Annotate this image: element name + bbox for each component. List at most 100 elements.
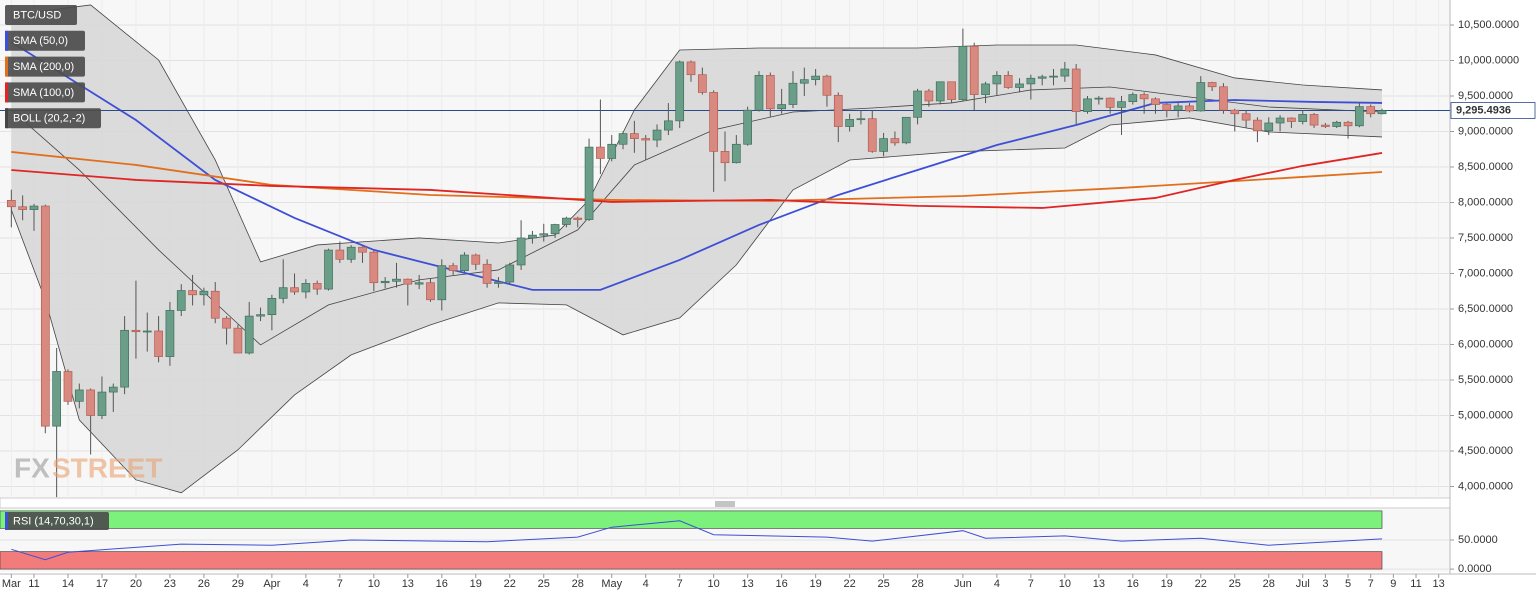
legend-box bbox=[5, 82, 85, 103]
candle-body bbox=[890, 138, 900, 144]
candle-body bbox=[471, 254, 481, 265]
x-tick-label: 23 bbox=[164, 578, 176, 590]
x-tick-label: 7 bbox=[677, 578, 683, 590]
legend-swatch bbox=[5, 82, 8, 103]
y-tick-label: 4,000.0000 bbox=[1458, 480, 1513, 492]
x-tick-label: 29 bbox=[232, 578, 244, 590]
y-tick-label: 10,500.0000 bbox=[1458, 19, 1519, 31]
candle-body bbox=[765, 75, 775, 110]
candle-body bbox=[652, 129, 662, 141]
candle-body bbox=[539, 233, 549, 236]
x-tick-label: 19 bbox=[1161, 578, 1173, 590]
candle-body bbox=[1173, 105, 1183, 111]
candle-body bbox=[108, 386, 118, 393]
candle-body bbox=[1377, 110, 1387, 115]
candle-body bbox=[845, 119, 854, 127]
candle-body bbox=[1332, 121, 1342, 127]
candle-body bbox=[188, 290, 197, 296]
x-tick-label: 25 bbox=[538, 578, 550, 590]
x-tick-label: 17 bbox=[96, 578, 108, 590]
candle-body bbox=[811, 75, 820, 81]
x-tick-label: 4 bbox=[303, 578, 309, 590]
candle-body bbox=[460, 254, 469, 272]
candle-body bbox=[63, 371, 73, 402]
legend-swatch bbox=[5, 108, 8, 129]
candle-body bbox=[1275, 117, 1285, 124]
candle-body bbox=[1241, 113, 1251, 121]
x-tick-label: 28 bbox=[1263, 578, 1275, 590]
candle-body bbox=[505, 264, 515, 283]
candle-body bbox=[1037, 76, 1047, 79]
candle-body bbox=[799, 79, 809, 84]
legend-box bbox=[5, 108, 101, 129]
candle-body bbox=[1253, 119, 1262, 132]
candle-body bbox=[1264, 122, 1274, 132]
legend-box bbox=[5, 30, 85, 51]
candle-body bbox=[958, 45, 968, 100]
candle-body bbox=[833, 94, 843, 127]
y-tick-label: 6,000.0000 bbox=[1458, 338, 1513, 350]
legend-item: BTC/USD bbox=[5, 5, 77, 25]
candle-body bbox=[324, 249, 333, 290]
y-tick-label: 8,500.0000 bbox=[1458, 161, 1513, 173]
y-tick-label: 0.0000 bbox=[1458, 563, 1492, 575]
candle-body bbox=[550, 224, 560, 235]
candle-body bbox=[6, 200, 16, 208]
candle-body bbox=[414, 282, 424, 285]
rsi-zone bbox=[0, 551, 1383, 570]
candle-body bbox=[584, 146, 594, 220]
candle-body bbox=[675, 61, 685, 122]
legend-label: SMA (100,0) bbox=[13, 87, 74, 99]
x-tick-label: 26 bbox=[198, 578, 210, 590]
x-tick-label: 25 bbox=[877, 578, 889, 590]
candle-body bbox=[935, 81, 945, 102]
legend-item: BOLL (20,2,-2) bbox=[5, 108, 101, 129]
x-tick-label: 3 bbox=[1322, 578, 1328, 590]
candle-body bbox=[131, 329, 141, 333]
candle-body bbox=[448, 265, 458, 272]
candle-body bbox=[969, 45, 979, 95]
candle-body bbox=[1003, 75, 1013, 88]
candle-body bbox=[142, 330, 152, 333]
candle-body bbox=[596, 146, 605, 159]
y-tick-label: 8,000.0000 bbox=[1458, 196, 1513, 208]
candle-body bbox=[256, 314, 265, 317]
legend-label: RSI (14,70,30,1) bbox=[13, 515, 94, 527]
candle-body bbox=[1287, 117, 1296, 122]
watermark: FX bbox=[14, 452, 50, 483]
candle-body bbox=[244, 315, 254, 354]
candle-body bbox=[97, 391, 107, 416]
x-tick-label: 5 bbox=[1345, 578, 1351, 590]
candle-body bbox=[924, 90, 934, 102]
candle-body bbox=[1321, 124, 1330, 127]
candle-body bbox=[199, 290, 209, 296]
x-tick-label: 20 bbox=[130, 578, 142, 590]
candle-body bbox=[1196, 82, 1206, 112]
x-tick-label: 28 bbox=[911, 578, 923, 590]
x-tick-label: 19 bbox=[810, 578, 822, 590]
x-tick-label: 9 bbox=[1390, 578, 1396, 590]
candle-body bbox=[210, 290, 220, 319]
x-tick-label: 19 bbox=[470, 578, 482, 590]
x-tick-label: 7 bbox=[1028, 578, 1034, 590]
candle-body bbox=[392, 278, 401, 282]
x-tick-label: 25 bbox=[1229, 578, 1241, 590]
bollinger-lower bbox=[10, 117, 1383, 494]
candle-body bbox=[74, 389, 84, 402]
sma-line bbox=[11, 152, 1383, 209]
candle-body bbox=[482, 263, 492, 284]
candle-body bbox=[731, 143, 741, 164]
candle-body bbox=[607, 143, 617, 159]
x-tick-label: 7 bbox=[1368, 578, 1374, 590]
candle-body bbox=[380, 280, 390, 284]
candle-body bbox=[1207, 82, 1217, 88]
candle-body bbox=[641, 138, 651, 141]
x-tick-label: 7 bbox=[337, 578, 343, 590]
x-tick-label: 4 bbox=[643, 578, 649, 590]
candle-body bbox=[18, 206, 28, 210]
candle-body bbox=[1230, 109, 1240, 115]
x-tick-label: 13 bbox=[1093, 578, 1105, 590]
candle-body bbox=[528, 234, 537, 239]
candle-body bbox=[120, 329, 129, 388]
